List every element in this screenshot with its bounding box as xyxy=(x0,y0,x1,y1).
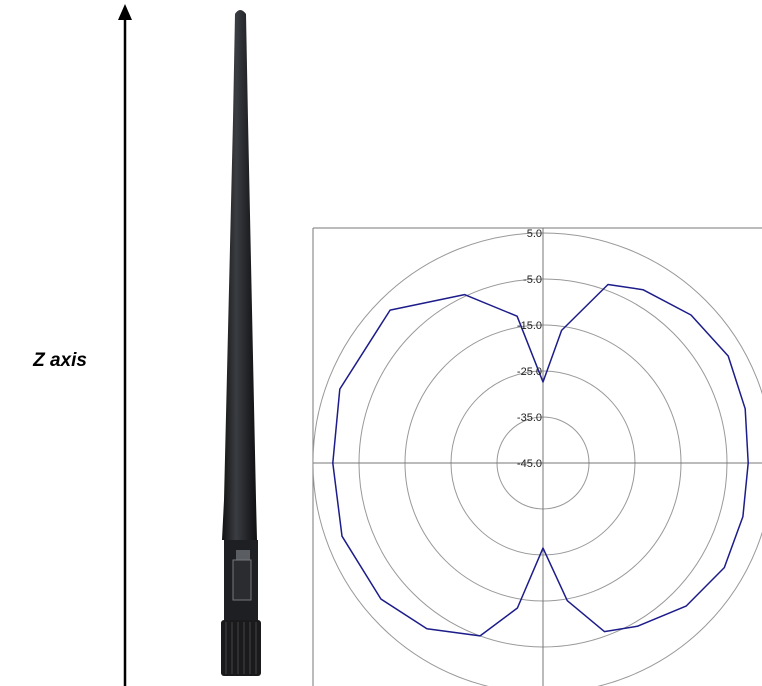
r-tick-label: -5.0 xyxy=(523,274,542,286)
r-tick-label: -25.0 xyxy=(517,366,542,378)
z-axis-arrowhead xyxy=(118,4,132,20)
page: Z axis 5.0 -5.0 -15.0 -25.0 -35.0 -45.0 xyxy=(0,0,762,686)
r-tick-label: -15.0 xyxy=(517,320,542,332)
r-tick-label: 5.0 xyxy=(527,228,542,240)
r-tick-label: -35.0 xyxy=(517,412,542,424)
r-tick-label: -45.0 xyxy=(517,458,542,470)
antenna xyxy=(221,10,261,676)
polar-chart: 5.0 -5.0 -15.0 -25.0 -35.0 -45.0 xyxy=(313,228,762,686)
z-axis-label: Z axis xyxy=(32,350,87,371)
